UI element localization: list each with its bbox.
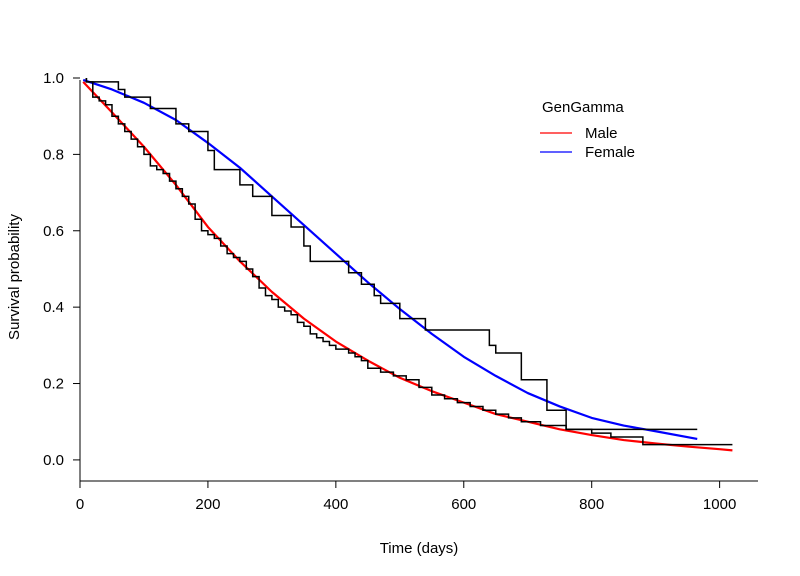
x-tick-label: 1000 xyxy=(703,496,736,513)
km-step-curve-2 xyxy=(85,78,698,431)
fitted-curve-male xyxy=(82,81,733,452)
x-tick-label: 0 xyxy=(76,496,84,513)
x-tick-label: 600 xyxy=(451,496,476,513)
legend-title: GenGamma xyxy=(542,99,624,116)
y-tick-label: 1.0 xyxy=(43,70,64,87)
x-tick-label: 400 xyxy=(323,496,348,513)
axes: 0 200 400 600 800 1000 0.0 0.2 0.4 0.6 0.8 1.0 xyxy=(43,70,758,513)
y-tick-label: 0.8 xyxy=(43,146,64,163)
x-axis-title: Time (days) xyxy=(380,540,459,557)
legend: GenGamma Male Female xyxy=(540,99,635,161)
x-tick-label: 200 xyxy=(195,496,220,513)
legend-label-female: Female xyxy=(585,144,635,161)
km-step-curve-1 xyxy=(85,78,733,446)
y-tick-label: 0.6 xyxy=(43,223,64,240)
x-tick-label: 800 xyxy=(579,496,604,513)
y-tick-label: 0.4 xyxy=(43,299,64,316)
legend-label-male: Male xyxy=(585,125,618,142)
y-axis-title: Survival probability xyxy=(6,214,23,340)
plot-area xyxy=(82,78,733,452)
y-tick-label: 0.2 xyxy=(43,376,64,393)
y-tick-label: 0.0 xyxy=(43,452,64,469)
